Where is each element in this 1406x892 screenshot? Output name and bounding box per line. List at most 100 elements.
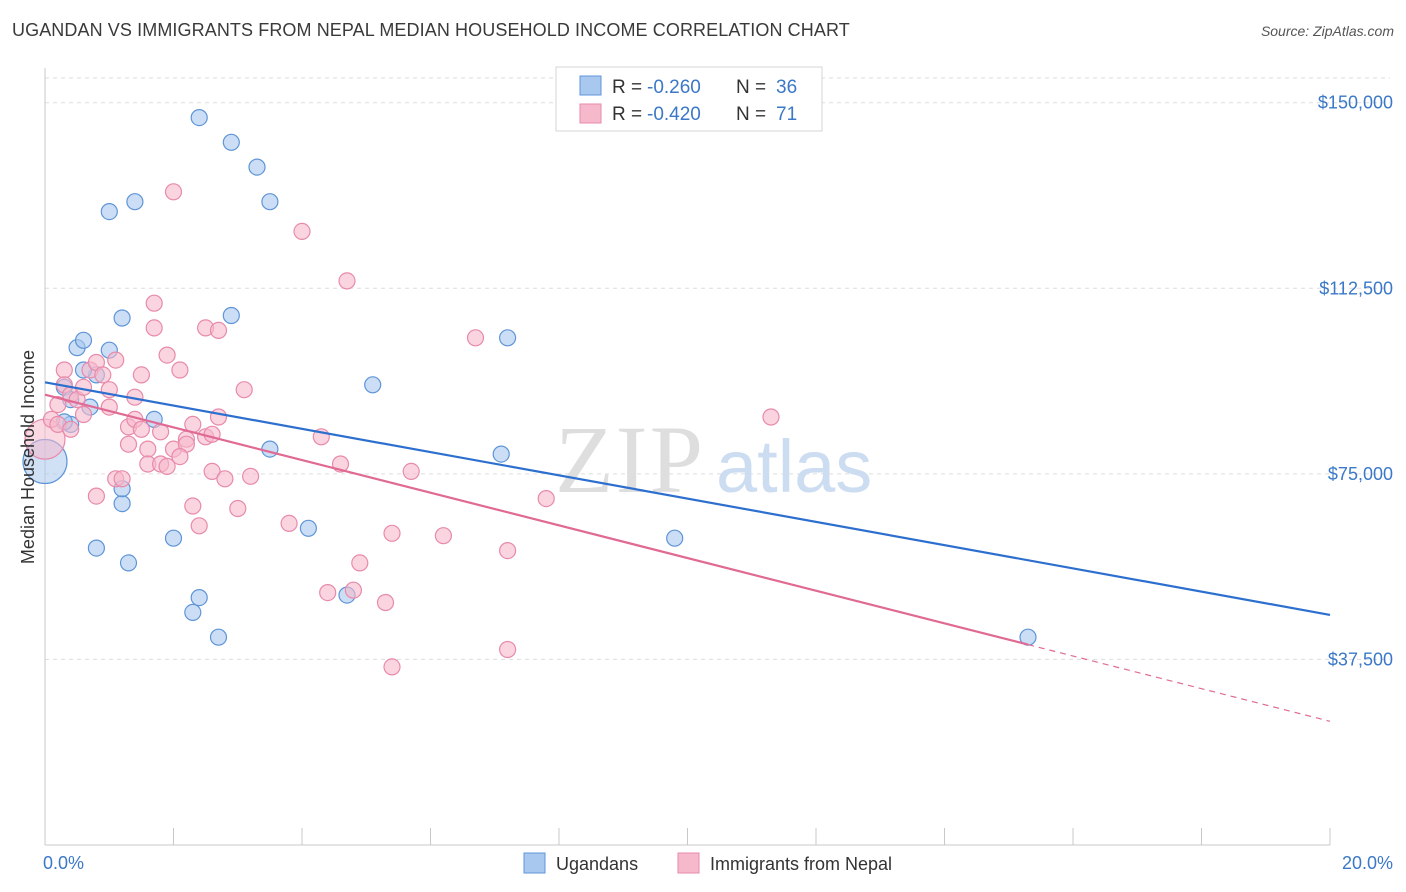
- legend-n-label-ugandans: N =: [736, 77, 766, 98]
- legend-swatch-ugandans: [579, 75, 602, 96]
- nepal-point: [499, 640, 517, 659]
- ugandans-point: [100, 203, 118, 221]
- y-tick-label: $112,500: [1319, 278, 1393, 298]
- legend-swatch-nepal: [579, 103, 602, 124]
- legend-r-label-ugandans: R =: [612, 77, 642, 98]
- watermark-atlas: atlas: [716, 425, 872, 508]
- nepal-point: [351, 554, 369, 572]
- nepal-point: [344, 581, 362, 599]
- ugandans-point: [248, 158, 266, 176]
- watermark-zip: ZIP: [555, 406, 705, 513]
- x-tick-label: 20.0%: [1342, 853, 1393, 873]
- source-label: Source: ZipAtlas.com: [1260, 23, 1394, 39]
- legend-n-label-nepal: N =: [736, 104, 766, 125]
- nepal-point: [107, 351, 125, 369]
- ugandans-point: [164, 529, 183, 547]
- nepal-trendline-extrapolated: [1027, 644, 1331, 722]
- nepal-point: [293, 222, 311, 240]
- legend-n-value-ugandans: 36: [776, 77, 797, 98]
- nepal-point: [203, 425, 221, 443]
- nepal-point: [171, 448, 189, 466]
- nepal-point: [74, 405, 93, 424]
- nepal-point: [242, 467, 260, 485]
- ugandans-trendline: [44, 381, 1331, 616]
- nepal-point: [235, 381, 253, 399]
- nepal-point: [319, 583, 337, 602]
- nepal-point: [119, 435, 138, 453]
- ugandans-point: [261, 440, 279, 458]
- ugandans-point: [119, 554, 138, 572]
- nepal-point: [94, 366, 112, 384]
- bottom-legend: Ugandans Immigrants from Nepal: [523, 852, 892, 874]
- ugandans-point: [299, 519, 317, 537]
- nepal-point: [158, 457, 176, 475]
- nepal-point: [376, 593, 395, 612]
- nepal-point: [383, 658, 401, 676]
- nepal-point: [49, 396, 67, 414]
- nepal-point: [203, 462, 221, 480]
- nepal-point: [280, 514, 298, 533]
- nepal-point: [145, 319, 163, 337]
- y-tick-label: $37,500: [1328, 649, 1393, 669]
- nepal-point: [113, 470, 131, 488]
- nepal-point: [139, 440, 157, 458]
- ugandans-point: [113, 309, 131, 327]
- nepal-point: [55, 361, 73, 379]
- y-tick-label: $75,000: [1328, 464, 1393, 484]
- ugandans-point: [190, 108, 208, 127]
- bottom-legend-label-ugandans: Ugandans: [556, 854, 638, 874]
- nepal-point: [87, 487, 106, 505]
- ugandans-point: [666, 529, 684, 547]
- ugandans-point: [222, 133, 240, 151]
- nepal-point: [216, 470, 234, 488]
- ugandans-point: [261, 193, 279, 211]
- ugandans-point: [222, 306, 240, 325]
- nepal-point: [383, 524, 401, 542]
- tick-layer: $37,500 $75,000 $112,500 $150,000 0.0% 20.0%: [43, 93, 1393, 873]
- nepal-point: [466, 329, 485, 347]
- chart-title: UGANDAN VS IMMIGRANTS FROM NEPAL MEDIAN …: [12, 20, 850, 40]
- x-tick-label: 0.0%: [43, 853, 84, 873]
- nepal-point: [171, 361, 189, 379]
- nepal-point: [537, 490, 555, 508]
- bottom-legend-label-nepal: Immigrants from Nepal: [710, 854, 892, 874]
- ugandans-point: [87, 539, 106, 557]
- nepal-point: [209, 321, 228, 339]
- y-tick-label: $150,000: [1318, 93, 1393, 113]
- nepal-point: [338, 272, 356, 290]
- nepal-point: [145, 294, 163, 312]
- nepal-point: [402, 462, 420, 480]
- nepal-point: [762, 408, 780, 426]
- y-axis-title: Median Household Income: [18, 350, 38, 564]
- ugandans-point: [74, 331, 93, 349]
- ugandans-point: [126, 193, 144, 211]
- ugandans-point: [499, 329, 517, 347]
- nepal-point: [190, 517, 208, 535]
- nepal-point: [229, 499, 247, 518]
- top-legend: R = -0.260 N = 36 R = -0.420 N = 71: [555, 66, 823, 132]
- ugandans-point: [190, 588, 208, 607]
- ugandans-point: [364, 376, 382, 394]
- nepal-point: [132, 366, 150, 384]
- ugandans-point: [113, 495, 131, 513]
- watermark: ZIP atlas: [555, 406, 872, 513]
- bottom-legend-swatch-ugandans: [523, 852, 546, 874]
- nepal-point: [62, 420, 80, 438]
- legend-r-label-nepal: R =: [612, 104, 642, 125]
- legend-r-value-ugandans: -0.260: [647, 77, 701, 98]
- nepal-point: [164, 183, 183, 201]
- nepal-point: [209, 408, 228, 426]
- ugandans-point: [492, 445, 510, 463]
- ugandans-point: [184, 603, 202, 622]
- nepal-point: [132, 420, 150, 438]
- legend-r-value-nepal: -0.420: [647, 104, 701, 125]
- nepal-point: [184, 497, 202, 515]
- nepal-point: [158, 346, 176, 364]
- trend-layer: [44, 381, 1331, 722]
- legend-n-value-nepal: 71: [776, 104, 797, 125]
- bottom-legend-swatch-nepal: [677, 852, 700, 874]
- nepal-trendline: [44, 393, 1029, 646]
- nepal-point: [434, 527, 452, 545]
- grid-layer: [45, 77, 1390, 660]
